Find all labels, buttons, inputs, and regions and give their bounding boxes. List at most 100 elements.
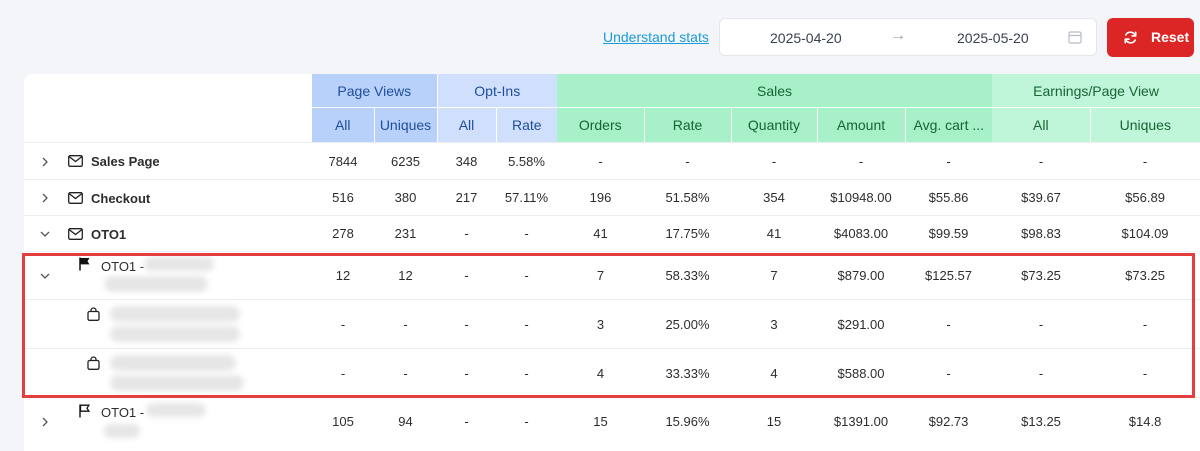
mail-icon	[68, 155, 83, 167]
row-label[interactable]: OTO1 -	[101, 259, 145, 274]
cell: 196	[589, 190, 612, 205]
col-optin-rate[interactable]: Rate	[495, 107, 557, 143]
col-quantity[interactable]: Quantity	[730, 107, 817, 143]
table-row: OTO1 - 105 94 - - 15 15.96% 15 $1391.00 $92.73 $1…	[24, 397, 1200, 446]
cell: -	[858, 153, 864, 169]
col-orders[interactable]: Orders	[557, 107, 644, 143]
understand-stats-link[interactable]: Understand stats	[603, 29, 709, 45]
cell: 15	[766, 414, 782, 430]
cell: $56.89	[1125, 190, 1165, 205]
cell: -	[524, 268, 529, 283]
cell: 7	[596, 268, 605, 283]
reset-button[interactable]: Reset	[1107, 18, 1194, 57]
cell: 348	[455, 153, 478, 169]
col-avg-cart[interactable]: Avg. cart ...	[904, 107, 993, 143]
cell: -	[1142, 365, 1148, 381]
cell: 57.11%	[504, 190, 549, 205]
cell: 380	[394, 190, 417, 205]
cell: 4	[596, 365, 605, 381]
cell: -	[464, 365, 469, 381]
date-to[interactable]: 2025-05-20	[957, 30, 1029, 46]
table-row: OTO1 - 12 12 - - 7 58.33% 7 $879.00 $125.57 $73.2…	[24, 251, 1200, 300]
cell: -	[946, 153, 951, 169]
cell: $98.83	[1021, 226, 1061, 241]
row-label[interactable]: OTO1 -	[101, 405, 145, 420]
cell: -	[464, 414, 469, 430]
blurred-text	[104, 276, 208, 292]
chevron-right-icon[interactable]	[40, 157, 50, 167]
row-name-cell	[24, 300, 312, 349]
cell: 12	[398, 268, 413, 283]
cell: -	[403, 365, 408, 381]
cell: -	[1038, 365, 1044, 381]
cell: 278	[332, 226, 354, 241]
cell: 4	[770, 365, 778, 381]
cell: 7844	[328, 153, 358, 169]
col-epv-uniques[interactable]: Uniques	[1089, 107, 1200, 143]
cell: -	[464, 316, 469, 332]
cell: $879.00	[837, 268, 885, 283]
name-header	[24, 74, 312, 108]
group-earnings: Earnings/Page View	[992, 74, 1200, 108]
cell: -	[771, 153, 777, 169]
cell: 94	[398, 414, 413, 430]
chevron-right-icon[interactable]	[40, 417, 50, 427]
row-label[interactable]: Sales Page	[91, 154, 160, 169]
cell: -	[524, 414, 529, 430]
cell: $73.25	[1125, 268, 1165, 283]
cell: -	[524, 226, 529, 241]
cell: -	[464, 268, 469, 283]
cell: -	[524, 365, 529, 381]
arrow-right-icon: →	[890, 27, 906, 44]
stats-table-card: Page Views Opt-Ins Sales Earnings/Page V…	[24, 74, 1200, 451]
cell: -	[403, 316, 408, 332]
cell: 17.75%	[665, 226, 710, 241]
col-amount[interactable]: Amount	[816, 107, 905, 143]
blurred-text	[104, 424, 140, 438]
cell: $125.57	[925, 268, 973, 283]
cell: $1391.00	[833, 414, 889, 430]
name-subheader	[24, 107, 312, 143]
col-epv-all[interactable]: All	[992, 107, 1091, 143]
cell: -	[524, 316, 529, 332]
col-pv-uniques[interactable]: Uniques	[373, 107, 437, 143]
group-opt-ins: Opt-Ins	[436, 74, 557, 108]
date-range-picker[interactable]: 2025-04-20 → 2025-05-20	[719, 18, 1097, 56]
blurred-text	[146, 403, 206, 417]
cell: $55.86	[928, 190, 969, 205]
cell: $104.09	[1121, 226, 1169, 241]
cell: -	[1142, 153, 1148, 169]
cell: $13.25	[1021, 414, 1061, 430]
col-sales-rate[interactable]: Rate	[643, 107, 731, 143]
group-sales: Sales	[557, 74, 993, 108]
cell: 231	[394, 226, 417, 241]
blurred-text	[144, 257, 214, 271]
reset-label: Reset	[1151, 29, 1190, 45]
chevron-right-icon[interactable]	[40, 193, 50, 203]
row-label[interactable]: OTO1	[91, 227, 127, 242]
col-optin-all[interactable]: All	[436, 107, 496, 143]
cell: $92.73	[928, 414, 969, 430]
col-pv-all[interactable]: All	[312, 107, 374, 143]
cell: 5.58%	[508, 153, 545, 169]
flag-outline-icon	[79, 404, 91, 418]
row-name-cell: OTO1 -	[24, 398, 312, 446]
blurred-text	[110, 326, 240, 342]
cell: -	[1038, 316, 1044, 332]
cell: -	[598, 153, 603, 169]
cell: -	[464, 226, 469, 241]
cell: 6235	[391, 153, 420, 169]
chevron-down-icon[interactable]	[40, 271, 50, 281]
row-label[interactable]: Checkout	[91, 191, 151, 206]
cell: 15.96%	[665, 414, 710, 430]
blurred-text	[110, 355, 236, 371]
row-name-cell	[24, 349, 312, 398]
cell: -	[340, 365, 346, 381]
cell: -	[340, 316, 346, 332]
cell: -	[1038, 153, 1044, 169]
cell: 12	[335, 268, 351, 283]
cell: $588.00	[837, 365, 885, 381]
chevron-down-icon[interactable]	[40, 229, 50, 239]
cell: 41	[766, 226, 782, 241]
date-from[interactable]: 2025-04-20	[770, 30, 842, 46]
